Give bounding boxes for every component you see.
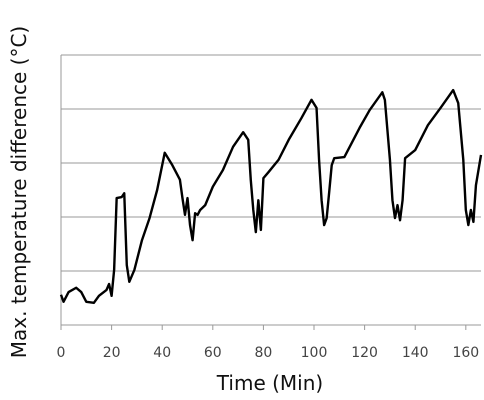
x-axis-label: Time (Min) <box>216 371 323 395</box>
x-tick-label: 40 <box>153 345 171 361</box>
x-tick-label: 100 <box>301 345 328 361</box>
x-tick-label: 140 <box>402 345 429 361</box>
y-axis-label: Max. temperature difference (°C) <box>7 26 31 358</box>
x-tick-label: 120 <box>351 345 378 361</box>
x-tick-label: 0 <box>57 345 66 361</box>
x-tick-label: 80 <box>254 345 272 361</box>
x-tick-label: 160 <box>452 345 479 361</box>
x-tick-label: 20 <box>103 345 121 361</box>
x-tick-label: 60 <box>204 345 222 361</box>
line <box>59 88 483 305</box>
